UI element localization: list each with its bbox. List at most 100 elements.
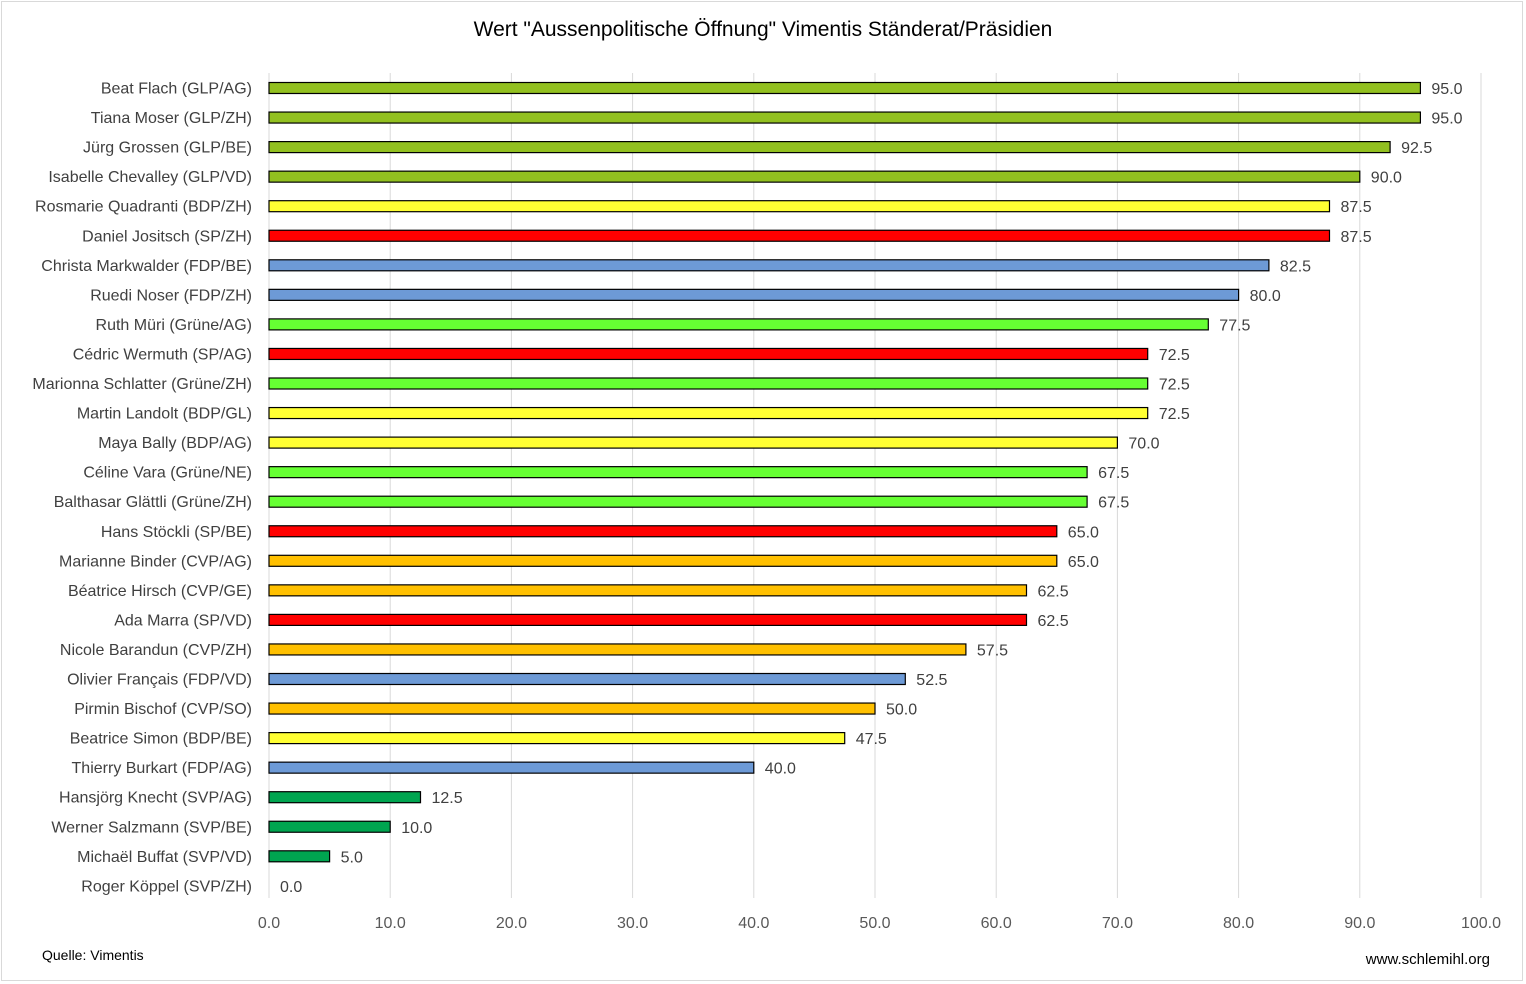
value-label: 72.5	[1159, 377, 1190, 394]
category-label: Werner Salzmann (SVP/BE)	[51, 819, 252, 836]
x-tick-label: 50.0	[859, 915, 890, 932]
category-labels: Beat Flach (GLP/AG) Tiana Moser (GLP/ZH) J…	[32, 81, 252, 896]
category-label: Roger Köppel (SVP/ZH)	[81, 878, 252, 895]
x-tick-label: 0.0	[258, 915, 280, 932]
value-label: 72.5	[1159, 347, 1190, 364]
category-label: Christa Markwalder (FDP/BE)	[41, 258, 252, 275]
value-label: 82.5	[1280, 258, 1311, 275]
bar	[268, 288, 1240, 301]
category-label: Nicole Barandun (CVP/ZH)	[60, 642, 252, 659]
category-label: Hansjörg Knecht (SVP/AG)	[59, 790, 252, 807]
bar	[268, 229, 1331, 242]
category-label: Isabelle Chevalley (GLP/VD)	[48, 169, 252, 186]
value-label: 87.5	[1341, 199, 1372, 216]
bar	[268, 702, 876, 715]
bar	[268, 406, 1149, 420]
bar	[268, 377, 1149, 390]
bar	[268, 170, 1361, 183]
bar	[268, 643, 967, 656]
category-label: Beatrice Simon (BDP/BE)	[70, 731, 252, 748]
value-label: 40.0	[765, 761, 796, 778]
chart-title: Wert "Aussenpolitische Öffnung" Vimentis…	[473, 18, 1053, 41]
x-tick-label: 30.0	[617, 915, 648, 932]
bar	[268, 111, 1422, 124]
category-label: Ruth Müri (Grüne/AG)	[96, 317, 252, 334]
value-label: 92.5	[1401, 140, 1432, 157]
bar	[268, 525, 1058, 538]
x-tick-label: 10.0	[375, 915, 406, 932]
value-label: 65.0	[1068, 554, 1099, 571]
category-label: Michaël Buffat (SVP/VD)	[77, 849, 252, 866]
value-label: 90.0	[1371, 170, 1402, 187]
bar	[268, 850, 331, 863]
value-label: 50.0	[886, 702, 917, 719]
value-label: 0.0	[280, 879, 302, 896]
bar	[268, 466, 1088, 479]
bars	[268, 81, 1422, 863]
x-axis-tick-labels: 0.0 10.0 20.0 30.0 40.0 50.0 60.0 70.0 80.0 90.0 1…	[258, 915, 1501, 932]
category-label: Tiana Moser (GLP/ZH)	[91, 110, 252, 127]
category-label: Jürg Grossen (GLP/BE)	[83, 140, 252, 157]
value-label: 47.5	[856, 731, 887, 748]
category-label: Marianne Binder (CVP/AG)	[59, 553, 252, 570]
value-label: 12.5	[432, 790, 463, 807]
category-label: Martin Landolt (BDP/GL)	[77, 406, 252, 423]
bar	[268, 141, 1391, 154]
bar	[268, 554, 1058, 567]
category-label: Pirmin Bischof (CVP/SO)	[74, 701, 252, 718]
x-tick-label: 20.0	[496, 915, 527, 932]
value-label: 80.0	[1250, 288, 1281, 305]
value-label: 67.5	[1098, 495, 1129, 512]
value-label: 70.0	[1128, 436, 1159, 453]
value-labels: 95.0 95.0 92.5 90.0 87.5 87.5 82.5 80.077.5 72.5…	[280, 81, 1463, 896]
value-label: 72.5	[1159, 406, 1190, 423]
bar	[268, 495, 1088, 508]
value-label: 5.0	[341, 849, 363, 866]
bar	[268, 613, 1028, 627]
bar	[268, 584, 1028, 597]
bar	[268, 731, 846, 745]
category-label: Marionna Schlatter (Grüne/ZH)	[32, 376, 252, 393]
bar	[268, 761, 755, 774]
bar	[268, 259, 1270, 272]
category-label: Daniel Jositsch (SP/ZH)	[82, 228, 252, 245]
bar	[268, 672, 906, 686]
category-label: Thierry Burkart (FDP/AG)	[72, 760, 252, 777]
category-label: Hans Stöckli (SP/BE)	[101, 524, 252, 541]
value-label: 67.5	[1098, 465, 1129, 482]
value-label: 77.5	[1219, 317, 1250, 334]
category-label: Beat Flach (GLP/AG)	[101, 81, 252, 98]
category-label: Maya Bally (BDP/AG)	[98, 435, 252, 452]
bar	[268, 347, 1149, 361]
value-label: 10.0	[401, 820, 432, 837]
category-label: Olivier Français (FDP/VD)	[67, 672, 252, 689]
x-tick-label: 70.0	[1102, 915, 1133, 932]
bar	[268, 200, 1331, 213]
category-label: Ruedi Noser (FDP/ZH)	[90, 287, 252, 304]
x-tick-label: 40.0	[738, 915, 769, 932]
category-label: Cédric Wermuth (SP/AG)	[73, 346, 252, 363]
category-label: Balthasar Glättli (Grüne/ZH)	[54, 494, 252, 511]
gridlines	[268, 73, 1482, 898]
x-tick-label: 100.0	[1461, 915, 1501, 932]
x-tick-label: 90.0	[1344, 915, 1375, 932]
category-label: Ada Marra (SP/VD)	[114, 612, 252, 629]
value-label: 95.0	[1431, 111, 1462, 128]
category-label: Rosmarie Quadranti (BDP/ZH)	[35, 199, 252, 216]
x-tick-label: 80.0	[1223, 915, 1254, 932]
value-label: 87.5	[1341, 229, 1372, 246]
bar	[268, 436, 1119, 449]
bar	[268, 318, 1209, 331]
value-label: 62.5	[1038, 613, 1069, 630]
bar	[268, 820, 391, 833]
bar	[268, 81, 1422, 95]
website-note: www.schlemihl.org	[1365, 951, 1490, 968]
value-label: 52.5	[916, 672, 947, 689]
value-label: 62.5	[1038, 583, 1069, 600]
x-tick-label: 60.0	[981, 915, 1012, 932]
value-label: 65.0	[1068, 524, 1099, 541]
source-note: Quelle: Vimentis	[42, 947, 144, 963]
category-label: Béatrice Hirsch (CVP/GE)	[68, 583, 252, 600]
